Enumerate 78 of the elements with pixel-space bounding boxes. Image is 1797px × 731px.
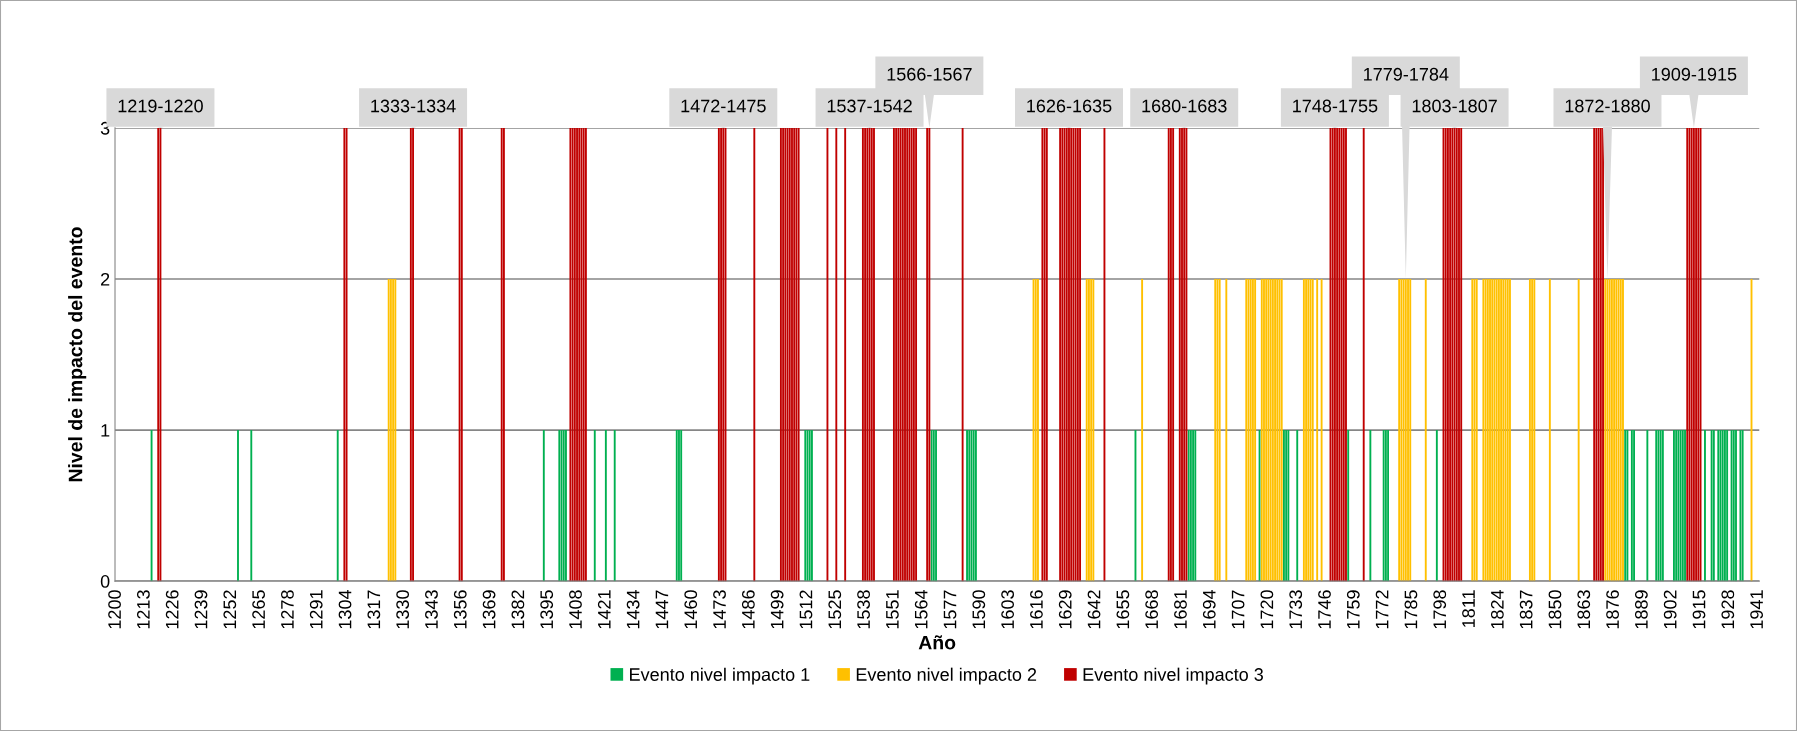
- x-tick-label: 1382: [511, 590, 525, 629]
- x-tick-label: 1551: [886, 590, 899, 629]
- x-tick-label: 1694: [1202, 590, 1216, 629]
- x-tick-label: 1408: [569, 590, 582, 629]
- x-tick-label: 1304: [338, 590, 352, 629]
- annotation: 1909-1915: [1652, 67, 1737, 81]
- x-tick-label: 1863: [1577, 590, 1591, 629]
- annotation: 1219-1220: [118, 99, 203, 113]
- x-tick-label: 1902: [1663, 590, 1677, 629]
- x-tick-label: 1200: [108, 590, 121, 629]
- x-tick-label: 1681: [1174, 590, 1187, 629]
- x-tick-label: 1538: [857, 590, 870, 629]
- x-tick-label: 1369: [482, 590, 496, 629]
- annotation: 1680-1683: [1142, 99, 1227, 113]
- x-tick-label: 1343: [425, 590, 438, 629]
- x-tick-label: 1252: [223, 590, 237, 629]
- legend-label: Evento nivel impacto 2: [856, 667, 1037, 685]
- x-tick-label: 1889: [1634, 590, 1648, 629]
- x-tick-label: 1330: [396, 590, 410, 629]
- x-tick-label: 1278: [281, 590, 294, 629]
- x-tick-label: 1811: [1462, 590, 1475, 627]
- y-tick-label: 2: [101, 272, 110, 286]
- annotation: 1333-1334: [371, 99, 456, 113]
- y-tick-label: 0: [100, 575, 110, 588]
- x-tick-label: 1785: [1404, 590, 1418, 629]
- x-tick-label: 1915: [1692, 590, 1706, 629]
- x-tick-label: 1616: [1030, 590, 1043, 629]
- x-tick-label: 1876: [1606, 590, 1619, 629]
- x-tick-label: 1798: [1433, 590, 1447, 629]
- x-tick-label: 1499: [770, 590, 784, 629]
- x-tick-label: 1668: [1145, 590, 1159, 629]
- legend-label: Evento nivel impacto 1: [630, 667, 810, 685]
- x-tick-label: 1642: [1087, 590, 1101, 629]
- x-tick-label: 1460: [684, 590, 698, 629]
- y-axis-title: Nivel de impacto del evento: [68, 227, 87, 482]
- x-tick-label: 1226: [165, 590, 179, 629]
- x-tick-label: 1603: [1001, 590, 1014, 629]
- x-tick-label: 1395: [540, 590, 554, 629]
- annotation: 1472-1475: [681, 99, 766, 113]
- x-tick-label: 1590: [972, 590, 986, 629]
- x-tick-label: 1434: [626, 590, 640, 629]
- x-tick-label: 1850: [1548, 590, 1562, 629]
- x-axis-title: Año: [918, 635, 956, 650]
- x-tick-label: 1473: [713, 590, 726, 629]
- x-tick-label: 1720: [1260, 590, 1274, 629]
- x-tick-label: 1577: [943, 590, 957, 629]
- x-tick-label: 1265: [252, 590, 265, 629]
- x-tick-label: 1421: [597, 590, 611, 629]
- x-tick-label: 1759: [1346, 590, 1360, 629]
- x-tick-label: 1655: [1116, 590, 1130, 629]
- x-tick-label: 1486: [741, 590, 755, 629]
- x-tick-label: 1629: [1058, 590, 1072, 629]
- annotation: 1872-1880: [1565, 99, 1650, 113]
- x-tick-label: 1564: [914, 590, 928, 629]
- x-tick-label: 1928: [1721, 590, 1735, 629]
- annotation: 1537-1542: [827, 99, 912, 113]
- x-tick-label: 1733: [1289, 590, 1303, 629]
- x-tick-label: 1746: [1318, 590, 1331, 629]
- x-tick-label: 1512: [799, 590, 813, 629]
- x-tick-label: 1824: [1490, 590, 1504, 629]
- annotation: 1566-1567: [887, 67, 972, 81]
- x-tick-label: 1447: [655, 590, 669, 629]
- x-tick-label: 1356: [453, 590, 467, 629]
- annotation: 1779-1784: [1364, 67, 1449, 81]
- x-tick-label: 1772: [1375, 590, 1389, 629]
- annotation: 1748-1755: [1293, 99, 1378, 113]
- x-tick-label: 1525: [828, 590, 842, 629]
- annotation: 1626-1635: [1027, 99, 1112, 113]
- legend-label: Evento nivel impacto 3: [1083, 667, 1263, 685]
- x-tick-label: 1707: [1231, 590, 1245, 629]
- x-tick-label: 1317: [367, 590, 381, 629]
- annotation: 1803-1807: [1412, 99, 1497, 113]
- x-tick-label: 1213: [136, 590, 150, 629]
- x-tick-label: 1291: [309, 590, 323, 629]
- x-tick-label: 1941: [1750, 590, 1763, 629]
- y-tick-label: 1: [101, 424, 110, 437]
- x-tick-label: 1239: [194, 590, 208, 629]
- x-tick-label: 1837: [1519, 590, 1533, 629]
